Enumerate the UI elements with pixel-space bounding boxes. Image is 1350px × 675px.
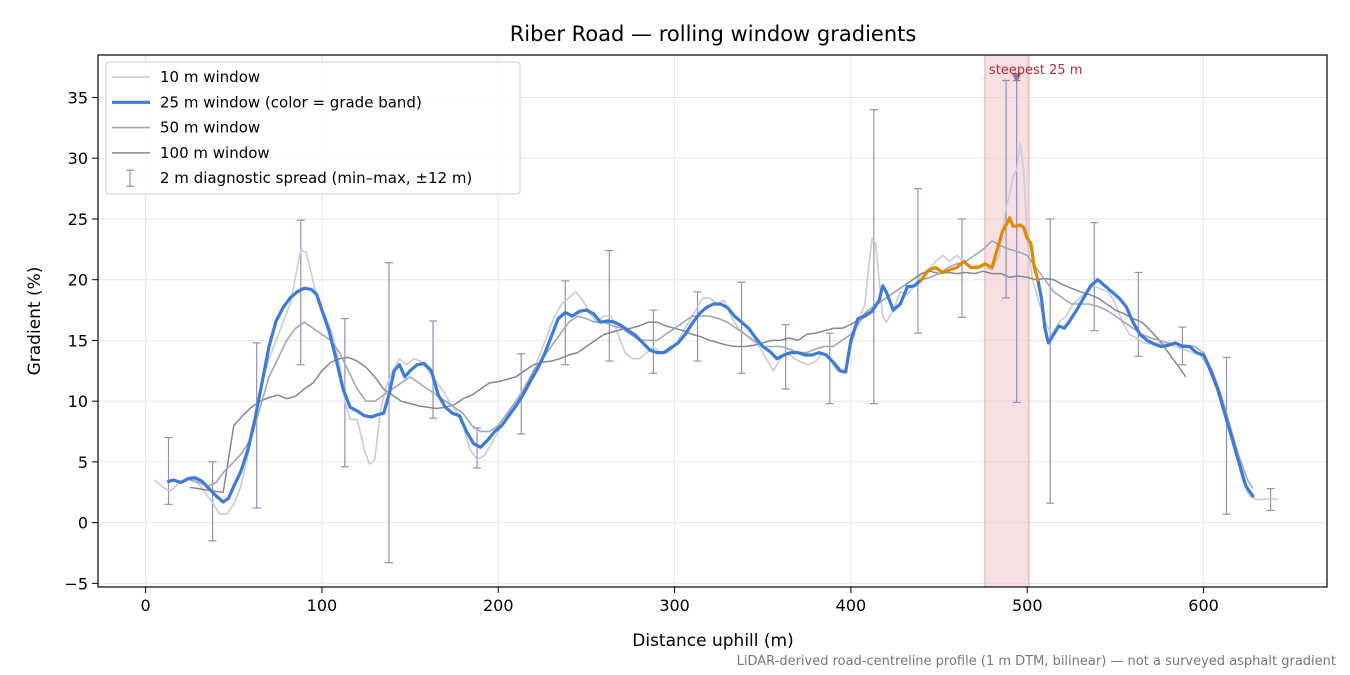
x-axis-title: Distance uphill (m): [632, 631, 793, 651]
x-tick-label: 100: [307, 596, 338, 615]
y-tick-label: −5: [64, 574, 88, 593]
error-bar: [429, 320, 438, 419]
error-bar: [1222, 356, 1231, 515]
x-tick-label: 0: [141, 596, 151, 615]
y-tick-label: 0: [78, 514, 88, 533]
steepest-marker: [1011, 73, 1022, 84]
x-tick-label: 400: [836, 596, 867, 615]
legend-label-w10: 10 m window: [160, 68, 260, 86]
chart-title: Riber Road — rolling window gradients: [510, 22, 917, 46]
error-bar: [1090, 222, 1099, 332]
error-bar: [1002, 79, 1011, 299]
error-bar: [825, 332, 834, 405]
y-tick-label: 15: [68, 331, 88, 350]
legend-label-errorbar: 2 m diagnostic spread (min–max, ±12 m): [160, 169, 472, 187]
error-bar: [913, 188, 922, 334]
y-tick-label: 10: [68, 392, 88, 411]
legend-label-w50: 50 m window: [160, 119, 260, 137]
steepest-label: steepest 25 m: [989, 63, 1082, 78]
series-line-w50: [189, 240, 1254, 490]
x-tick-label: 300: [659, 596, 690, 615]
steepest-band: [984, 54, 1030, 588]
error-bar: [1046, 218, 1055, 504]
legend: 10 m window 25 m window (color = grade ba…: [105, 61, 521, 195]
legend-box: [105, 61, 521, 195]
plot-frame: [97, 54, 1328, 588]
error-bar: [869, 109, 878, 405]
series-lines: [153, 142, 1278, 515]
error-bar: [208, 461, 217, 542]
y-tick-label: 35: [68, 89, 88, 108]
error-bar: [693, 291, 702, 362]
steepest-highlight: [984, 54, 1030, 588]
footnote: LiDAR-derived road-centreline profile (1…: [737, 654, 1336, 669]
y-tick-label: 20: [68, 271, 88, 290]
y-tick-label: 5: [78, 453, 88, 472]
x-axis-ticks: 0 100 200 300 400 500 600: [141, 587, 1219, 615]
y-tick-label: 25: [68, 210, 88, 229]
series-line-w10: [153, 142, 1278, 515]
error-bar: [781, 324, 790, 390]
y-axis-title: Gradient (%): [25, 267, 45, 376]
error-bar: [1266, 488, 1275, 512]
error-bars: [164, 79, 1275, 564]
error-bar: [958, 218, 967, 318]
legend-swatch-errorbar: [126, 169, 134, 187]
series-line-w100: [189, 270, 1187, 494]
x-tick-label: 200: [483, 596, 514, 615]
series-line-25m-tail: [1036, 278, 1255, 498]
error-bar: [649, 309, 658, 374]
legend-label-w100: 100 m window: [160, 144, 270, 162]
error-bar: [296, 219, 305, 366]
error-bar: [737, 281, 746, 374]
y-tick-label: 30: [68, 149, 88, 168]
x-tick-label: 600: [1188, 596, 1219, 615]
legend-label-w25: 25 m window (color = grade band): [160, 93, 422, 111]
error-bar: [164, 437, 173, 506]
error-bar: [252, 342, 261, 509]
y-axis-ticks: −5 0 5 10 15 20 25 30 35: [64, 89, 98, 593]
annotations: steepest 25 m: [989, 63, 1082, 84]
error-bar: [1134, 271, 1143, 357]
error-bar: [384, 262, 393, 564]
error-bar: [605, 249, 614, 362]
series-line-25m-steep: [919, 216, 1040, 282]
series-line-25m-low: [166, 278, 923, 504]
error-bar: [561, 280, 570, 366]
x-tick-label: 500: [1012, 596, 1043, 615]
